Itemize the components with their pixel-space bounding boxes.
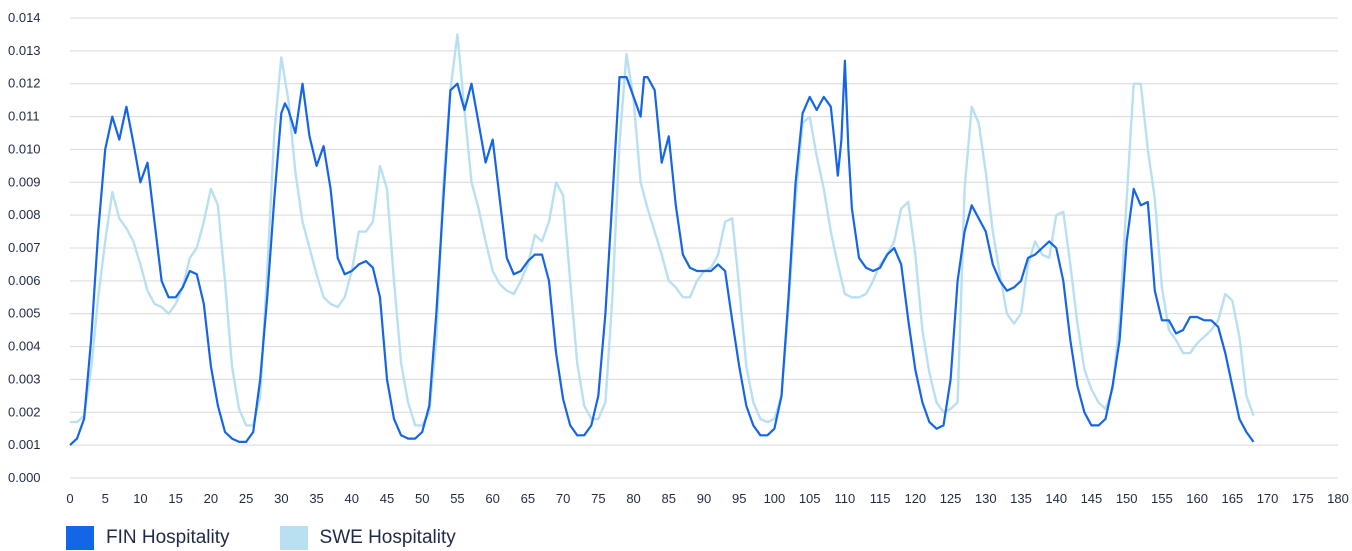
legend-swatch-fin [66, 526, 94, 550]
gridlines [70, 17, 1338, 479]
x-tick-label: 170 [1257, 491, 1279, 506]
x-tick-label: 40 [345, 491, 359, 506]
x-tick-label: 110 [835, 491, 856, 506]
x-tick-label: 25 [239, 491, 253, 506]
y-tick-label: 0.007 [8, 240, 41, 255]
x-tick-label: 180 [1327, 491, 1349, 506]
y-tick-label: 0.006 [8, 273, 41, 288]
x-tick-label: 5 [102, 491, 109, 506]
x-tick-label: 60 [485, 491, 499, 506]
x-tick-label: 70 [556, 491, 570, 506]
series-line-swe [70, 33, 1255, 427]
legend-swatch-swe [279, 526, 308, 550]
x-tick-label: 90 [697, 491, 711, 506]
x-tick-label: 45 [380, 491, 394, 506]
x-tick-label: 65 [521, 491, 535, 506]
legend: FIN Hospitality SWE Hospitality [66, 526, 506, 550]
x-tick-label: 55 [450, 491, 464, 506]
y-tick-label: 0.010 [8, 141, 41, 156]
y-tick-label: 0.002 [8, 404, 41, 419]
x-tick-label: 175 [1292, 491, 1314, 506]
legend-label-swe: SWE Hospitality [319, 527, 456, 548]
x-tick-label: 95 [732, 491, 746, 506]
x-tick-label: 145 [1081, 491, 1103, 506]
y-tick-label: 0.012 [8, 76, 41, 91]
x-tick-label: 115 [870, 491, 891, 506]
legend-item-swe: SWE Hospitality [279, 526, 456, 550]
y-tick-label: 0.003 [8, 371, 41, 386]
y-tick-label: 0.009 [8, 174, 41, 189]
y-tick-label: 0.008 [8, 207, 41, 222]
x-tick-label: 100 [764, 491, 786, 506]
x-tick-label: 160 [1186, 491, 1208, 506]
x-tick-label: 125 [940, 491, 962, 506]
x-tick-label: 135 [1010, 491, 1032, 506]
y-tick-label: 0.014 [8, 10, 41, 25]
x-tick-label: 0 [66, 491, 73, 506]
series-lines [69, 33, 1255, 446]
x-tick-label: 85 [662, 491, 676, 506]
x-tick-label: 80 [626, 491, 640, 506]
y-tick-label: 0.001 [8, 437, 41, 452]
x-tick-label: 130 [975, 491, 997, 506]
x-axis-ticks: 0 5 10 15 20 25 30 35 40 45 50 55 60 65 70 75 80 85 90 95 10… [66, 491, 1348, 506]
x-tick-label: 10 [133, 491, 147, 506]
x-tick-label: 120 [904, 491, 926, 506]
x-tick-label: 50 [415, 491, 429, 506]
x-tick-label: 150 [1116, 491, 1138, 506]
y-tick-label: 0.005 [8, 306, 41, 321]
y-tick-label: 0.013 [8, 43, 41, 58]
series-line-fin [69, 59, 1255, 446]
x-tick-label: 35 [309, 491, 323, 506]
y-tick-label: 0.000 [8, 470, 41, 485]
x-tick-label: 165 [1221, 491, 1243, 506]
legend-label-fin: FIN Hospitality [106, 527, 230, 548]
y-axis-ticks: 0.000 0.001 0.002 0.003 0.004 0.005 0.006 0.007… [8, 10, 41, 485]
x-tick-label: 155 [1151, 491, 1173, 506]
x-tick-label: 140 [1045, 491, 1067, 506]
y-tick-label: 0.011 [8, 109, 40, 124]
x-tick-label: 75 [591, 491, 605, 506]
x-tick-label: 30 [274, 491, 288, 506]
legend-item-fin: FIN Hospitality [66, 526, 230, 550]
x-tick-label: 20 [204, 491, 218, 506]
x-tick-label: 105 [799, 491, 821, 506]
x-tick-label: 15 [168, 491, 182, 506]
y-tick-label: 0.004 [8, 339, 41, 354]
